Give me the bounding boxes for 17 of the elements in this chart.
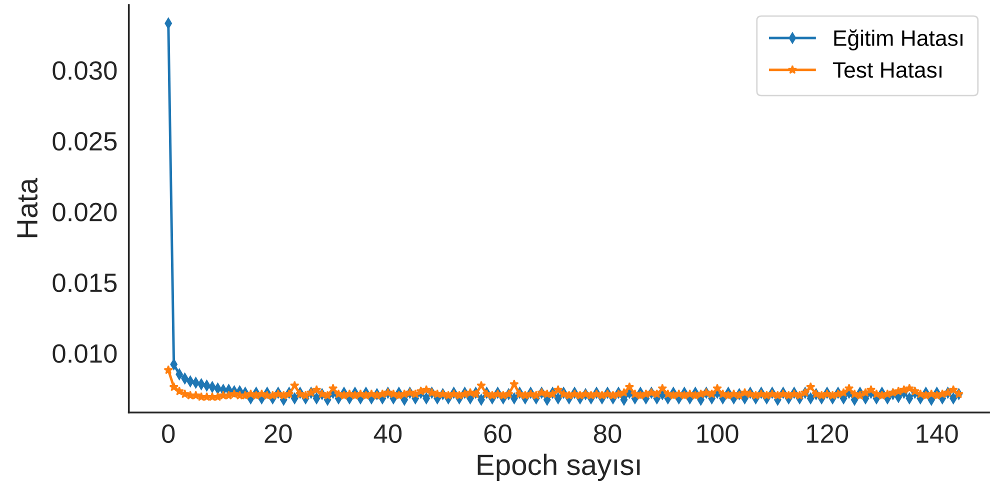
x-tick-label: 100: [697, 424, 738, 444]
legend-label: Test Hatası: [832, 62, 942, 78]
y-axis-title: Hata: [17, 178, 38, 238]
x-tick-label: 60: [484, 424, 512, 444]
x-tick-label: 20: [264, 424, 292, 444]
y-tick-label: 0.010: [52, 344, 117, 363]
x-tick-label: 0: [162, 424, 175, 444]
x-tick-label: 140: [916, 424, 958, 444]
y-tick-label: 0.030: [52, 61, 117, 80]
x-tick-label: 120: [807, 424, 848, 444]
y-tick-label: 0.020: [52, 202, 117, 222]
legend-label: Eğitim Hatası: [834, 29, 962, 50]
y-tick-label: 0.025: [52, 132, 117, 151]
x-axis-title: Epoch sayısı: [478, 454, 640, 481]
x-tick-label: 40: [374, 424, 402, 444]
x-tick-label: 80: [594, 424, 622, 444]
y-tick-label: 0.015: [52, 273, 117, 292]
